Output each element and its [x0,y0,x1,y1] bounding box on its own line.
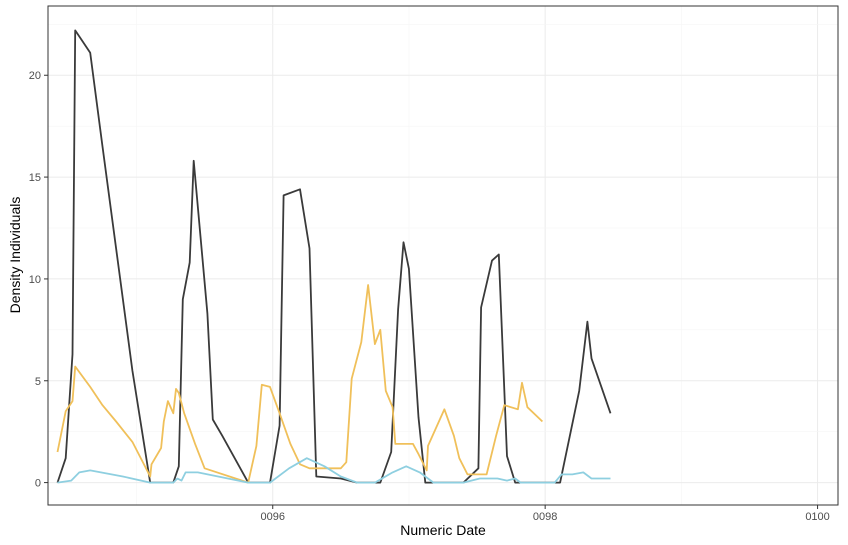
x-tick-label: 0098 [533,511,557,523]
y-axis-title: Density Individuals [7,197,23,314]
grid-lines [48,6,838,505]
y-tick-label: 0 [35,478,41,490]
y-tick-label: 15 [29,172,41,184]
series-line-2 [56,284,544,484]
y-axis: 0 5 10 15 20 [29,70,48,490]
series-layer [56,29,612,484]
series-line-1 [56,29,612,484]
x-axis-title: Numeric Date [400,522,486,538]
panel-background [48,6,838,505]
x-axis: 0096 0098 0100 [260,505,830,523]
y-tick-label: 5 [35,376,41,388]
series-line-3 [57,457,611,484]
x-tick-label: 0096 [260,511,284,523]
x-tick-label: 0100 [805,511,829,523]
y-tick-label: 10 [29,274,41,286]
panel-border [47,5,839,506]
y-tick-label: 20 [29,70,41,82]
